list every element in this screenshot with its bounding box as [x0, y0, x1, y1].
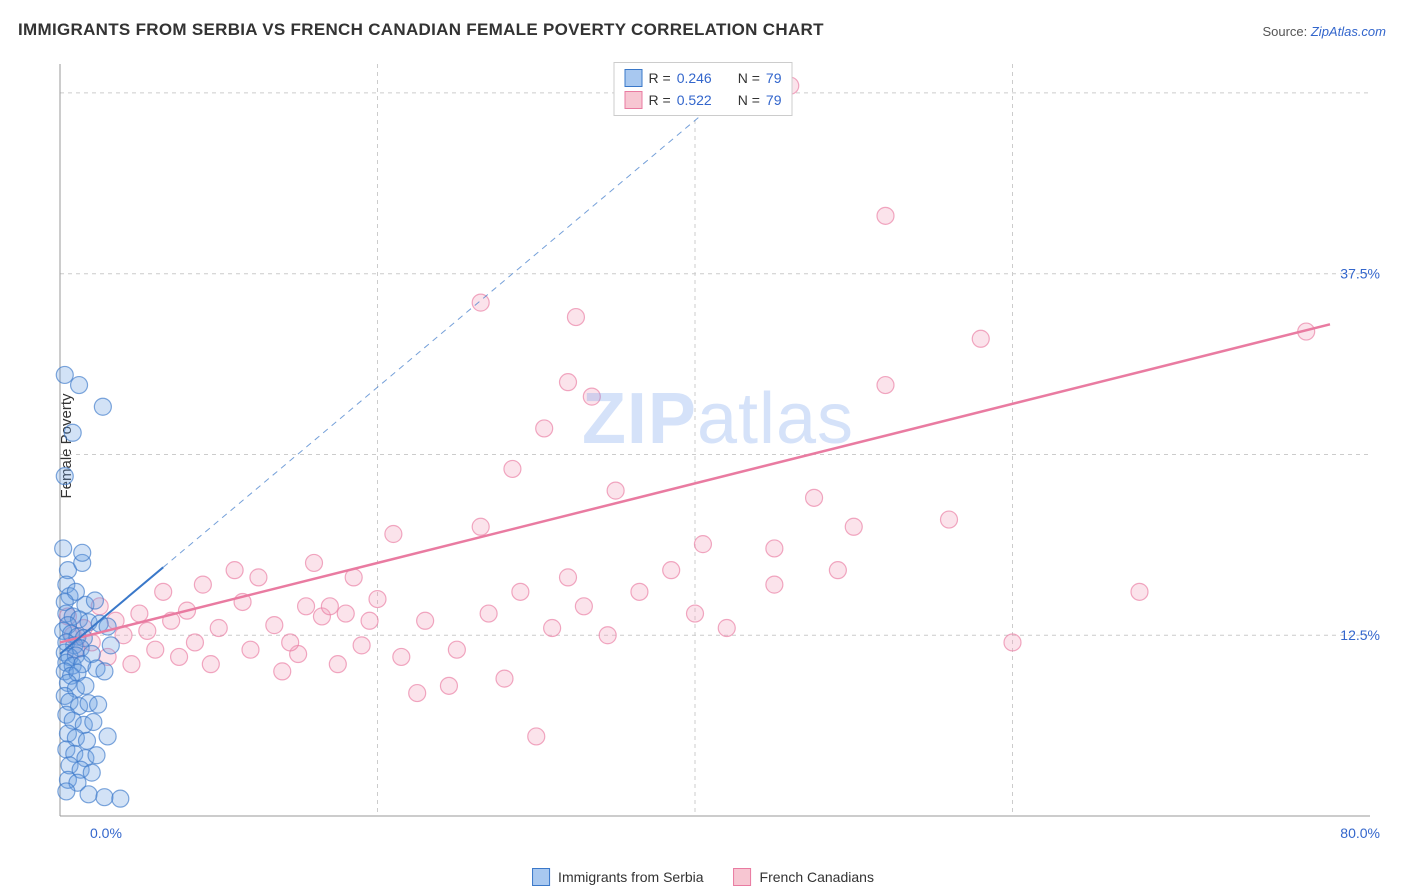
- svg-text:12.5%: 12.5%: [1340, 627, 1380, 643]
- source-link[interactable]: ZipAtlas.com: [1311, 24, 1386, 39]
- correlation-legend: R = 0.246 N = 79 R = 0.522 N = 79: [614, 62, 793, 116]
- scatter-chart: 12.5% 37.5% 0.0% 80.0%: [50, 56, 1386, 846]
- legend-swatch: [625, 69, 643, 87]
- legend-swatch: [625, 91, 643, 109]
- legend-row: R = 0.246 N = 79: [625, 67, 782, 89]
- series-label: French Canadians: [760, 869, 874, 885]
- series-legend-item: Immigrants from Serbia: [532, 868, 703, 886]
- legend-swatch: [532, 868, 550, 886]
- svg-text:80.0%: 80.0%: [1340, 825, 1380, 841]
- chart-title: IMMIGRANTS FROM SERBIA VS FRENCH CANADIA…: [18, 20, 824, 40]
- series-legend: Immigrants from Serbia French Canadians: [532, 868, 874, 886]
- plot-area: 12.5%37.5%0.0%80.0% ZIPatlas: [50, 56, 1386, 846]
- r-value: 0.246: [677, 70, 712, 86]
- legend-row: R = 0.522 N = 79: [625, 89, 782, 111]
- source-prefix: Source:: [1262, 24, 1310, 39]
- source-attribution: Source: ZipAtlas.com: [1262, 24, 1386, 39]
- legend-swatch: [734, 868, 752, 886]
- svg-text:0.0%: 0.0%: [90, 825, 122, 841]
- r-label: R =: [649, 92, 671, 108]
- series-label: Immigrants from Serbia: [558, 869, 703, 885]
- n-value: 79: [766, 70, 782, 86]
- r-label: R =: [649, 70, 671, 86]
- r-value: 0.522: [677, 92, 712, 108]
- series-legend-item: French Canadians: [734, 868, 874, 886]
- n-label: N =: [738, 70, 760, 86]
- svg-text:37.5%: 37.5%: [1340, 266, 1380, 282]
- n-value: 79: [766, 92, 782, 108]
- n-label: N =: [738, 92, 760, 108]
